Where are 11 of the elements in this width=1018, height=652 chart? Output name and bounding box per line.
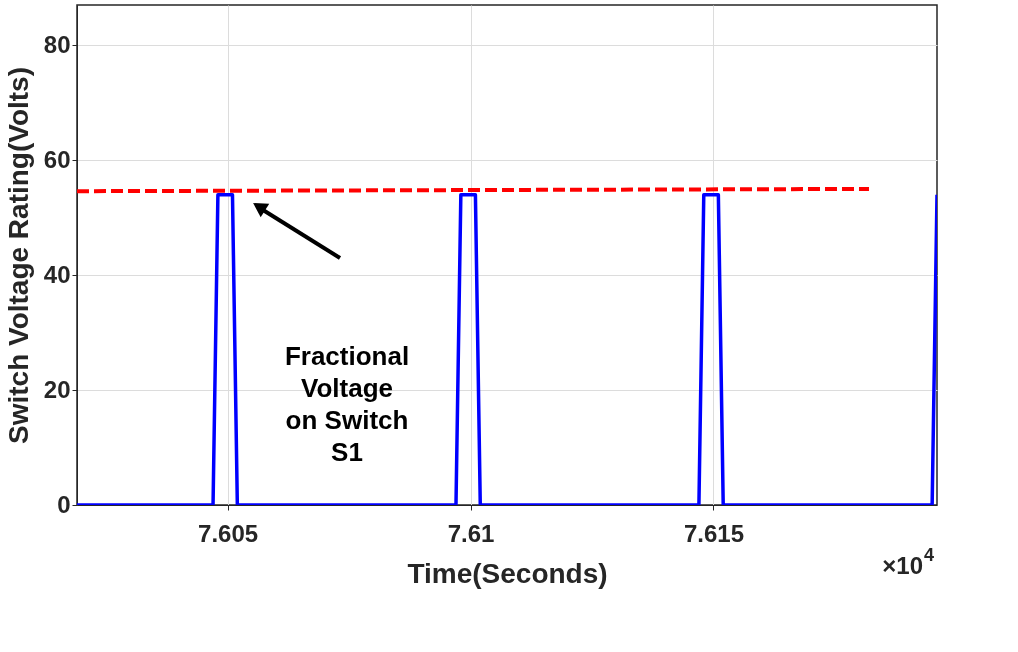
x-axis-title: Time(Seconds) bbox=[407, 557, 608, 589]
y-tick-label: 20 bbox=[43, 375, 71, 403]
y-tick-label: 60 bbox=[43, 145, 71, 173]
x-tick-label: 7.615 bbox=[683, 519, 745, 547]
x-tick-label: 7.61 bbox=[447, 519, 495, 547]
annotation: Fractional Voltage on Switch S1 bbox=[284, 341, 410, 467]
y-axis-title: Switch Voltage Rating(Volts) bbox=[2, 67, 34, 444]
x-tick-label: 7.605 bbox=[198, 519, 259, 547]
y-tick-label: 0 bbox=[57, 490, 71, 518]
y-tick-label: 40 bbox=[43, 260, 71, 288]
y-tick-label: 80 bbox=[43, 30, 71, 58]
